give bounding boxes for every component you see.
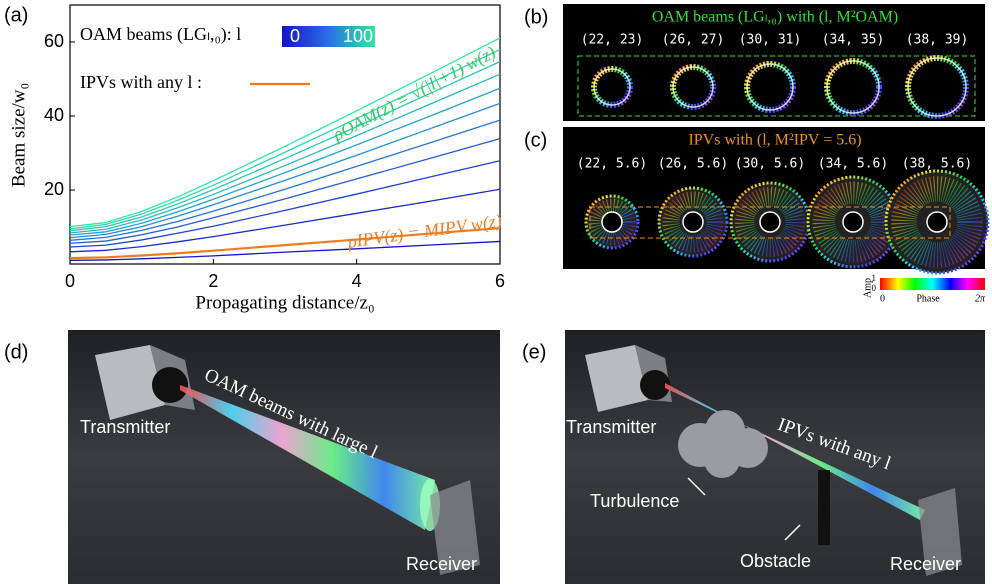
ipv-ring: [760, 212, 780, 232]
x-tick-label: 6: [495, 271, 505, 291]
phase-label: Phase: [916, 293, 940, 304]
panel-label: (b): [524, 6, 548, 28]
device-label: Transmitter: [566, 417, 656, 437]
device-label: Receiver: [406, 554, 477, 574]
x-tick-label: 4: [352, 271, 362, 291]
y-tick-label: 20: [44, 179, 64, 199]
device-label: Receiver: [890, 554, 961, 574]
pair-label: (38, 39): [906, 33, 969, 48]
pair-label: (26, 27): [662, 33, 725, 48]
ipv-ring: [602, 212, 622, 232]
annotation: ρIPV(z) = MIPV w(z): [346, 210, 503, 252]
series-line: [70, 103, 500, 237]
obstacle: [818, 470, 830, 545]
colorbar-tick-label: 0: [290, 26, 300, 46]
pair-label: (34, 35): [822, 33, 885, 48]
pair-label: (30, 5.6): [735, 157, 805, 172]
x-tick-label: 2: [208, 271, 218, 291]
y-tick-label: 40: [44, 105, 64, 125]
pair-label: (22, 23): [581, 33, 644, 48]
x-tick-label: 0: [65, 271, 75, 291]
y-tick-label: 60: [44, 31, 64, 51]
figure: (a) Propagating distance/z₀ Beam size/w₀…: [0, 0, 992, 584]
x-axis-label: Propagating distance/z₀: [195, 292, 374, 313]
ipv-ring: [843, 212, 863, 232]
panel-label: (c): [524, 129, 547, 151]
pair-label: (26, 5.6): [658, 157, 728, 172]
ipv-ring: [927, 212, 947, 232]
phase-min: 0: [880, 293, 885, 304]
y-axis-label: Beam size/w₀: [8, 83, 29, 187]
ipv-ring: [683, 212, 703, 232]
pair-label: (38, 5.6): [902, 157, 972, 172]
series-line: [70, 74, 500, 233]
object-label: Obstacle: [740, 551, 811, 571]
panel-title: OAM beams (LGₗ,₀) with (l, M²OAM): [652, 9, 898, 26]
phase-colorbar: [880, 278, 985, 290]
panel-label: (e): [522, 341, 546, 363]
panel-label: (a): [4, 4, 28, 26]
legend-title: OAM beams (LGₗ,₀): l: [80, 24, 241, 45]
annotation: ρOAM(z) = √(|l|+1) w(z): [329, 42, 500, 146]
colorbar-tick-label: 100: [343, 26, 373, 46]
amp-min: 0: [872, 283, 877, 293]
pair-label: (22, 5.6): [577, 157, 647, 172]
panel-title: IPVs with (l, M²IPV = 5.6): [688, 132, 861, 149]
object-label: Turbulence: [590, 491, 679, 511]
panel-label: (d): [4, 341, 28, 363]
pair-label: (34, 5.6): [818, 157, 888, 172]
amp-max: 1: [872, 273, 877, 283]
device-label: Transmitter: [80, 417, 170, 437]
legend-label: IPVs with any l :: [80, 72, 202, 92]
pair-label: (30, 31): [739, 33, 802, 48]
phase-max: 2π: [975, 293, 986, 304]
